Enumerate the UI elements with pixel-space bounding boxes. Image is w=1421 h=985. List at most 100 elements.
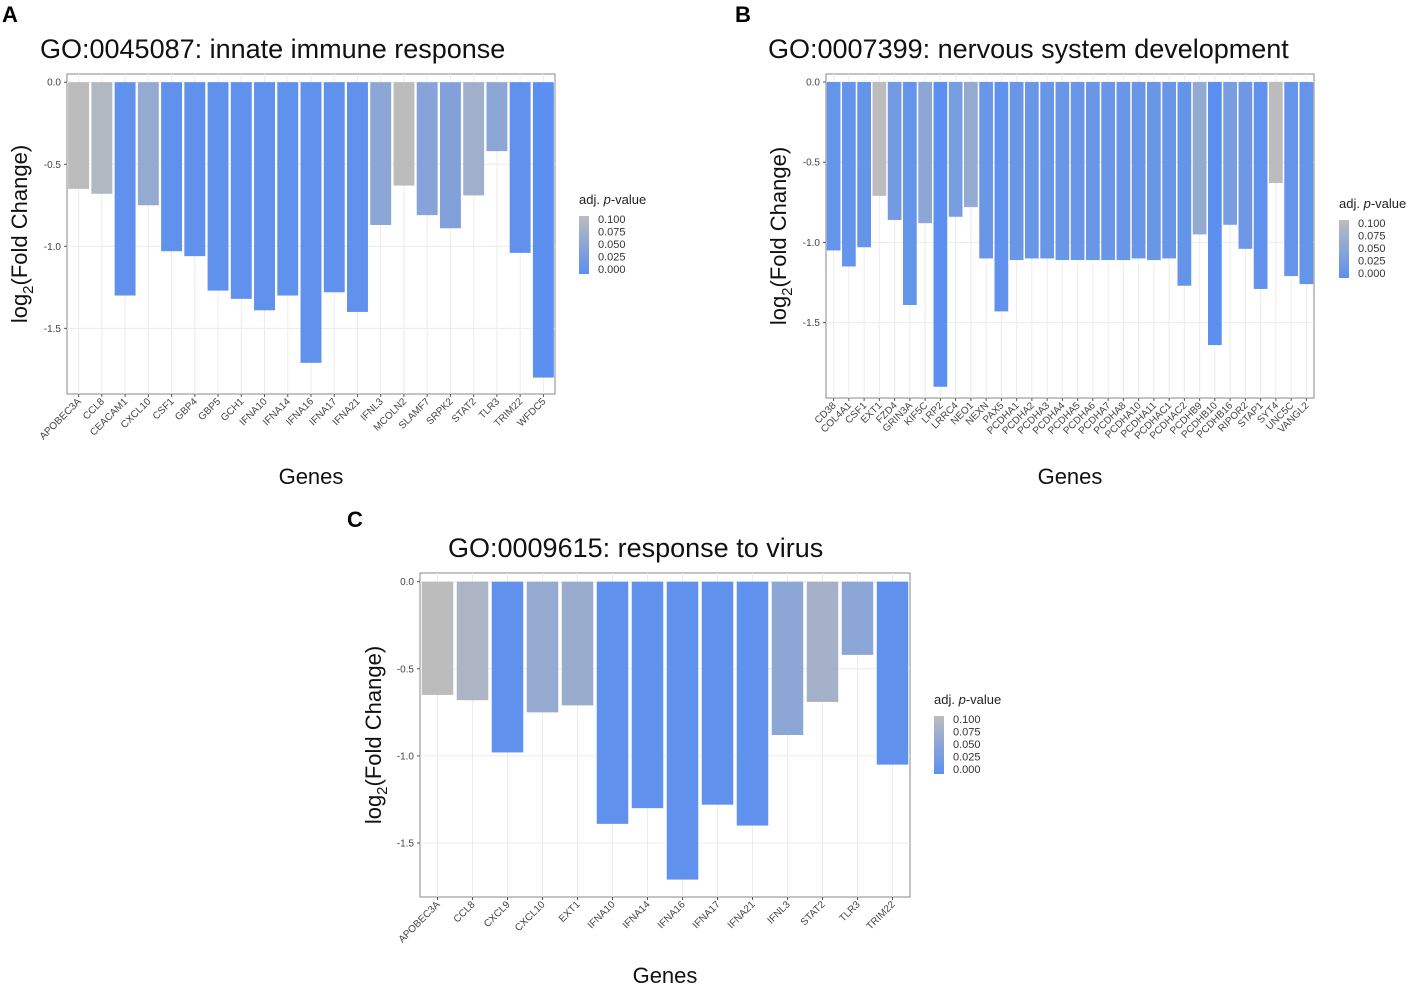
legend-label: 0.000 bbox=[1358, 268, 1386, 280]
y-tick-label: -1.5 bbox=[44, 324, 62, 335]
legend-label: 0.100 bbox=[953, 714, 981, 726]
x-tick-label: CCL8 bbox=[452, 899, 478, 925]
y-tick-label: 0.0 bbox=[806, 78, 820, 89]
legend-title: adj. p-value bbox=[579, 192, 646, 207]
bar-gbp5 bbox=[207, 82, 229, 291]
bar-cxcl10 bbox=[137, 82, 159, 206]
bar-ifna10 bbox=[596, 581, 629, 824]
x-tick-label: CXCL9 bbox=[482, 899, 513, 930]
y-tick-label: -0.5 bbox=[803, 158, 821, 169]
bar-ext1 bbox=[872, 82, 887, 196]
bar-pcdha1 bbox=[1009, 82, 1024, 261]
bar-ccl8 bbox=[456, 581, 489, 701]
legend-label: 0.050 bbox=[1358, 243, 1386, 255]
panel-letter: A bbox=[2, 2, 18, 27]
panel-a: A GO:0045087: innate immune response 0.0 -0… bbox=[2, 2, 646, 489]
x-axis-title: Genes bbox=[633, 963, 698, 985]
bar-grin3a bbox=[903, 82, 917, 305]
bar-pcdhac1 bbox=[1162, 82, 1176, 259]
bar-tlr3 bbox=[841, 581, 874, 655]
x-tick-label: SRPK2 bbox=[425, 396, 456, 427]
bar-wfdc5 bbox=[532, 82, 554, 378]
y-tick-label: -1.5 bbox=[397, 839, 415, 850]
bar-trim22 bbox=[876, 581, 909, 765]
x-tick-label: CSF1 bbox=[151, 396, 177, 422]
bar-ifna21 bbox=[347, 82, 368, 312]
bar-ccl8 bbox=[91, 82, 113, 194]
bar-stat2 bbox=[806, 581, 839, 702]
bar-ifna10 bbox=[254, 82, 275, 311]
legend-label: 0.075 bbox=[1358, 231, 1386, 243]
bar-pcdhb10 bbox=[1208, 82, 1222, 346]
bar-apobec3a bbox=[421, 581, 454, 695]
legend-colorbar bbox=[1339, 220, 1349, 278]
bar-pcdha7 bbox=[1101, 82, 1115, 261]
x-tick-label: IFNA21 bbox=[726, 899, 758, 931]
x-tick-label: STAT2 bbox=[799, 899, 828, 928]
y-tick-label: -1.0 bbox=[44, 242, 62, 253]
legend-title: adj. p-value bbox=[1339, 196, 1406, 211]
bar-col4a1 bbox=[842, 82, 856, 267]
bar-cxcl10 bbox=[526, 581, 559, 713]
legend-label: 0.000 bbox=[598, 264, 626, 276]
x-tick-label: TRIM22 bbox=[865, 899, 898, 932]
bar-ifna14 bbox=[631, 581, 664, 809]
legend-colorbar bbox=[579, 216, 589, 274]
bar-unc5c bbox=[1284, 82, 1298, 277]
bar-ext1 bbox=[561, 581, 594, 706]
y-axis-title: log2(Fold Change) bbox=[766, 147, 796, 325]
legend-label: 0.025 bbox=[953, 752, 981, 764]
bar-cd38 bbox=[826, 82, 841, 251]
panel-letter: B bbox=[735, 2, 751, 27]
x-tick-label: IFNA16 bbox=[656, 899, 688, 931]
legend-label: 0.025 bbox=[598, 252, 626, 264]
chart-title: GO:0045087: innate immune response bbox=[40, 34, 505, 64]
bar-pcdha11 bbox=[1147, 82, 1161, 261]
x-tick-label: IFNA14 bbox=[621, 899, 653, 931]
legend-label: 0.075 bbox=[953, 727, 981, 739]
bar-ifna16 bbox=[300, 82, 322, 363]
y-tick-label: -0.5 bbox=[44, 160, 62, 171]
x-axis-title: Genes bbox=[1038, 464, 1103, 489]
bar-csf1 bbox=[161, 82, 183, 252]
x-tick-label: APOBEC3A bbox=[397, 899, 443, 945]
legend-title: adj. p-value bbox=[934, 692, 1001, 707]
x-axis-title: Genes bbox=[279, 464, 344, 489]
y-tick-label: 0.0 bbox=[47, 78, 61, 89]
x-tick-label: STAT2 bbox=[450, 396, 479, 425]
y-tick-label: -1.0 bbox=[803, 238, 821, 249]
x-tick-label: IFNA10 bbox=[586, 899, 618, 931]
bar-pcdha4 bbox=[1055, 82, 1070, 261]
bar-ceacam1 bbox=[114, 82, 136, 296]
bar-ifna14 bbox=[277, 82, 299, 296]
legend-label: 0.075 bbox=[598, 227, 626, 239]
bar-lrrc4 bbox=[948, 82, 963, 217]
bar-neo1 bbox=[964, 82, 978, 208]
bar-vangl2 bbox=[1299, 82, 1314, 285]
x-tick-label: TLR3 bbox=[838, 899, 863, 924]
bar-ripor2 bbox=[1238, 82, 1253, 249]
x-tick-label: APOBEC3A bbox=[38, 396, 84, 442]
bar-mcoln2 bbox=[393, 82, 415, 186]
panel-letter: C bbox=[347, 507, 363, 532]
bar-ifna16 bbox=[666, 581, 699, 880]
bar-tlr3 bbox=[486, 82, 508, 152]
x-tick-label: GBP4 bbox=[173, 396, 200, 423]
bar-slamf7 bbox=[416, 82, 438, 216]
legend-label: 0.050 bbox=[598, 239, 626, 251]
y-axis-title: log2(Fold Change) bbox=[361, 646, 391, 824]
bar-fzd4 bbox=[887, 82, 902, 220]
legend-label: 0.025 bbox=[1358, 256, 1386, 268]
legend-label: 0.100 bbox=[1358, 218, 1386, 230]
y-tick-label: 0.0 bbox=[400, 577, 414, 588]
bar-kif5c bbox=[918, 82, 932, 224]
legend-colorbar bbox=[934, 716, 944, 774]
bar-pcdha5 bbox=[1070, 82, 1085, 261]
bar-syt4 bbox=[1269, 82, 1283, 184]
bar-nexn bbox=[979, 82, 993, 259]
panel-c: C GO:0009615: response to virus 0.0 -0.5 -1.… bbox=[347, 507, 1001, 985]
y-axis-title: log2(Fold Change) bbox=[7, 145, 37, 323]
y-tick-label: -0.5 bbox=[397, 664, 415, 675]
